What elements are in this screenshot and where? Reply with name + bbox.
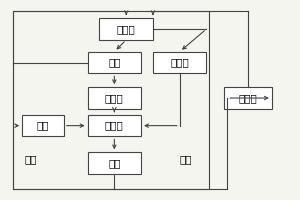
Bar xyxy=(13,11,209,189)
Bar xyxy=(88,87,141,109)
Bar xyxy=(100,18,153,40)
Text: 废水: 废水 xyxy=(179,154,192,164)
Bar xyxy=(88,52,141,73)
Bar xyxy=(88,152,141,174)
Text: 废气: 废气 xyxy=(25,154,38,164)
Text: 锅炉: 锅炉 xyxy=(108,158,121,168)
Text: 黑液: 黑液 xyxy=(108,58,121,68)
Bar xyxy=(88,115,141,136)
Text: 水处理: 水处理 xyxy=(239,93,257,103)
Bar xyxy=(22,115,64,136)
Text: 添加剂: 添加剂 xyxy=(105,93,124,103)
Bar xyxy=(224,87,272,109)
Bar xyxy=(153,52,206,73)
Text: 水煤浆: 水煤浆 xyxy=(105,121,124,131)
Text: 造纸厂: 造纸厂 xyxy=(117,24,136,34)
Text: 脱硫剂: 脱硫剂 xyxy=(170,58,189,68)
Text: 煤粉: 煤粉 xyxy=(37,121,49,131)
